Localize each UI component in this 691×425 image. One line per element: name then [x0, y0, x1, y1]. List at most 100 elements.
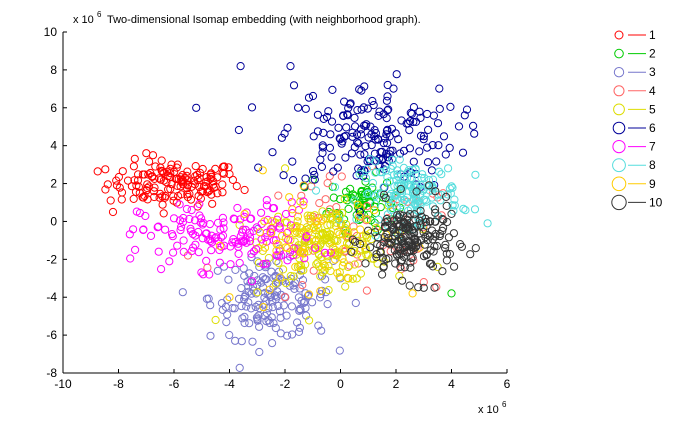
data-point: [406, 263, 415, 272]
data-point: [457, 242, 466, 251]
data-point: [419, 135, 428, 144]
data-point: [338, 261, 347, 270]
data-point: [329, 243, 338, 252]
data-point: [179, 247, 188, 256]
data-point: [460, 111, 469, 120]
data-point: [313, 127, 322, 136]
data-point: [397, 188, 406, 198]
data-point: [232, 182, 241, 191]
data-point: [255, 262, 264, 271]
data-point: [142, 149, 151, 158]
data-point: [409, 103, 418, 112]
data-point: [195, 182, 204, 192]
data-point: [254, 300, 263, 309]
data-point: [182, 204, 191, 214]
data-point: [410, 195, 419, 204]
data-point: [253, 288, 262, 297]
data-point: [247, 249, 256, 258]
data-point: [237, 284, 246, 293]
data-point: [174, 191, 183, 201]
data-point: [240, 212, 249, 221]
data-point: [146, 231, 156, 240]
data-point: [205, 270, 214, 279]
data-point: [261, 233, 270, 242]
data-point: [274, 240, 283, 249]
data-point: [311, 243, 320, 252]
data-point: [293, 262, 302, 271]
y-tick-label: 8: [50, 63, 57, 77]
data-point: [191, 231, 200, 240]
data-point: [318, 229, 327, 238]
data-point: [288, 248, 297, 257]
data-point: [252, 245, 261, 254]
data-point: [415, 107, 424, 116]
data-point: [350, 237, 360, 246]
data-point: [297, 191, 306, 200]
data-point: [125, 230, 134, 239]
data-point: [313, 110, 322, 119]
data-point: [323, 221, 332, 230]
data-point: [314, 243, 323, 252]
data-point: [228, 238, 237, 247]
data-point: [419, 132, 428, 141]
data-point: [220, 162, 229, 171]
data-point: [161, 225, 170, 234]
data-point: [245, 319, 254, 328]
y-multiplier-exponent: 6: [97, 10, 102, 19]
data-point: [322, 250, 331, 259]
data-point: [143, 180, 152, 189]
legend-label: 5: [649, 102, 656, 116]
data-point: [332, 211, 341, 220]
data-point: [223, 310, 232, 319]
data-point: [176, 173, 185, 182]
x-tick-label: -6: [169, 377, 180, 391]
data-point: [371, 157, 380, 166]
data-point: [395, 271, 404, 281]
data-point: [288, 205, 297, 214]
data-point: [311, 186, 321, 195]
data-point: [371, 135, 380, 144]
data-point: [355, 239, 365, 249]
data-point: [397, 186, 407, 195]
data-point: [130, 154, 139, 163]
data-point: [423, 109, 432, 119]
data-point: [362, 216, 371, 225]
data-point: [314, 262, 323, 271]
data-point: [378, 253, 387, 262]
data-point: [273, 215, 282, 224]
data-point: [396, 149, 405, 158]
data-point: [309, 132, 318, 141]
x-tick-label: 4: [448, 377, 455, 391]
data-point: [418, 170, 427, 179]
data-point: [158, 167, 167, 176]
data-point: [238, 314, 247, 323]
data-point: [431, 205, 440, 214]
data-point: [268, 339, 277, 348]
data-point: [260, 217, 269, 226]
data-point: [362, 286, 371, 295]
data-point: [295, 229, 304, 238]
data-point: [278, 231, 287, 241]
data-point: [229, 235, 238, 244]
legend-marker: [613, 85, 625, 97]
data-point: [302, 233, 311, 242]
data-point: [195, 174, 204, 183]
data-point: [372, 253, 381, 262]
data-point: [429, 111, 438, 120]
data-point: [199, 218, 208, 228]
data-point: [380, 134, 390, 143]
data-point: [414, 283, 423, 292]
data-point: [294, 293, 303, 302]
data-point: [279, 265, 288, 274]
data-point: [339, 258, 348, 267]
data-point: [271, 323, 280, 333]
data-point: [341, 131, 350, 140]
data-point: [157, 166, 166, 175]
data-point: [129, 225, 138, 234]
data-point: [235, 258, 244, 268]
data-point: [441, 150, 450, 159]
data-point: [364, 210, 373, 219]
data-point: [175, 200, 184, 209]
legend-label: 10: [649, 195, 663, 209]
